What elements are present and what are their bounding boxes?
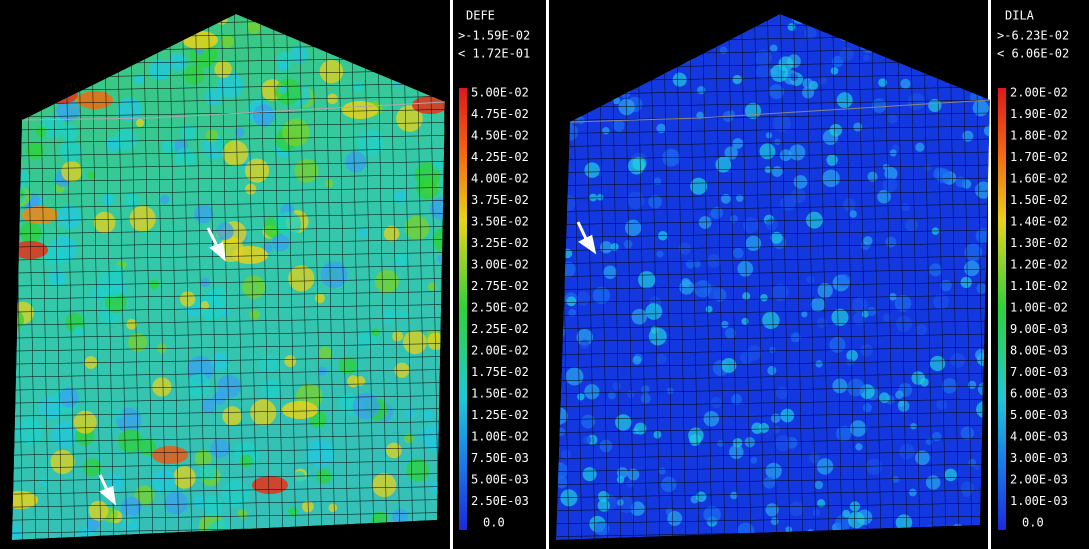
- legend-lower: < 1.72E-01: [458, 47, 530, 61]
- contour-plot: [12, 14, 445, 540]
- legend-level: 1.30E-02: [1010, 236, 1068, 250]
- legend-variable: DILA: [1005, 9, 1035, 23]
- legend-level: 1.75E-02: [471, 365, 529, 379]
- color-bar: [998, 88, 1006, 530]
- legend-level: 3.75E-02: [471, 193, 529, 207]
- legend-level: 4.00E-03: [1010, 430, 1068, 444]
- legend-level: 1.70E-02: [1010, 150, 1068, 164]
- legend-background: [991, 0, 1089, 549]
- legend-level: 5.00E-02: [471, 86, 529, 100]
- legend-level: 3.00E-03: [1010, 451, 1068, 465]
- legend-level: 1.40E-02: [1010, 215, 1068, 229]
- legend-level: 1.50E-02: [1010, 193, 1068, 207]
- legend-level: 2.50E-03: [471, 494, 529, 508]
- legend-level: 4.75E-02: [471, 107, 529, 121]
- legend-level: 7.50E-03: [471, 451, 529, 465]
- arrows: [98, 221, 597, 506]
- mesh: [556, 14, 989, 540]
- legend-level: 2.75E-02: [471, 279, 529, 293]
- legend-level: 2.00E-03: [1010, 473, 1068, 487]
- legend-level: 1.50E-02: [471, 387, 529, 401]
- legend-level: 0.0: [1022, 516, 1044, 530]
- legend-level: 5.00E-03: [1010, 408, 1068, 422]
- legend-upper: >-1.59E-02: [458, 29, 530, 43]
- color-bar: [459, 88, 467, 530]
- legend-level: 4.50E-02: [471, 129, 529, 143]
- legend-level: 3.50E-02: [471, 215, 529, 229]
- legend-level: 1.10E-02: [1010, 279, 1068, 293]
- legend-background: [453, 0, 546, 549]
- legend-level: 4.00E-02: [471, 172, 529, 186]
- legend-upper: >-6.23E-02: [997, 29, 1069, 43]
- legend-level: 1.00E-02: [471, 430, 529, 444]
- edge: [21, 101, 446, 121]
- legend-level: 9.00E-03: [1010, 322, 1068, 336]
- legend-level: 1.20E-02: [1010, 258, 1068, 272]
- legend-level: 3.25E-02: [471, 236, 529, 250]
- legend-level: 6.00E-03: [1010, 387, 1068, 401]
- legend-level: 4.25E-02: [471, 150, 529, 164]
- legend-level: 0.0: [483, 516, 505, 530]
- legend-level: 5.00E-03: [471, 473, 529, 487]
- legend-level: 2.25E-02: [471, 322, 529, 336]
- legend-level: 1.00E-02: [1010, 301, 1068, 315]
- legend-level: 7.00E-03: [1010, 365, 1068, 379]
- mesh: [12, 14, 445, 540]
- legend-level: 1.25E-02: [471, 408, 529, 422]
- legend-level: 2.50E-02: [471, 301, 529, 315]
- legend-level: 1.00E-03: [1010, 494, 1068, 508]
- contour-plot: [556, 14, 990, 540]
- legend-level: 2.00E-02: [1010, 86, 1068, 100]
- legend-level: 3.00E-02: [471, 258, 529, 272]
- legend-level: 1.60E-02: [1010, 172, 1068, 186]
- legend-level: 8.00E-03: [1010, 344, 1068, 358]
- legend-lower: < 6.06E-02: [997, 47, 1069, 61]
- edge: [569, 99, 991, 123]
- legend-level: 1.80E-02: [1010, 129, 1068, 143]
- legend-level: 2.00E-02: [471, 344, 529, 358]
- legend-level: 1.90E-02: [1010, 107, 1068, 121]
- legend-variable: DEFE: [466, 9, 495, 23]
